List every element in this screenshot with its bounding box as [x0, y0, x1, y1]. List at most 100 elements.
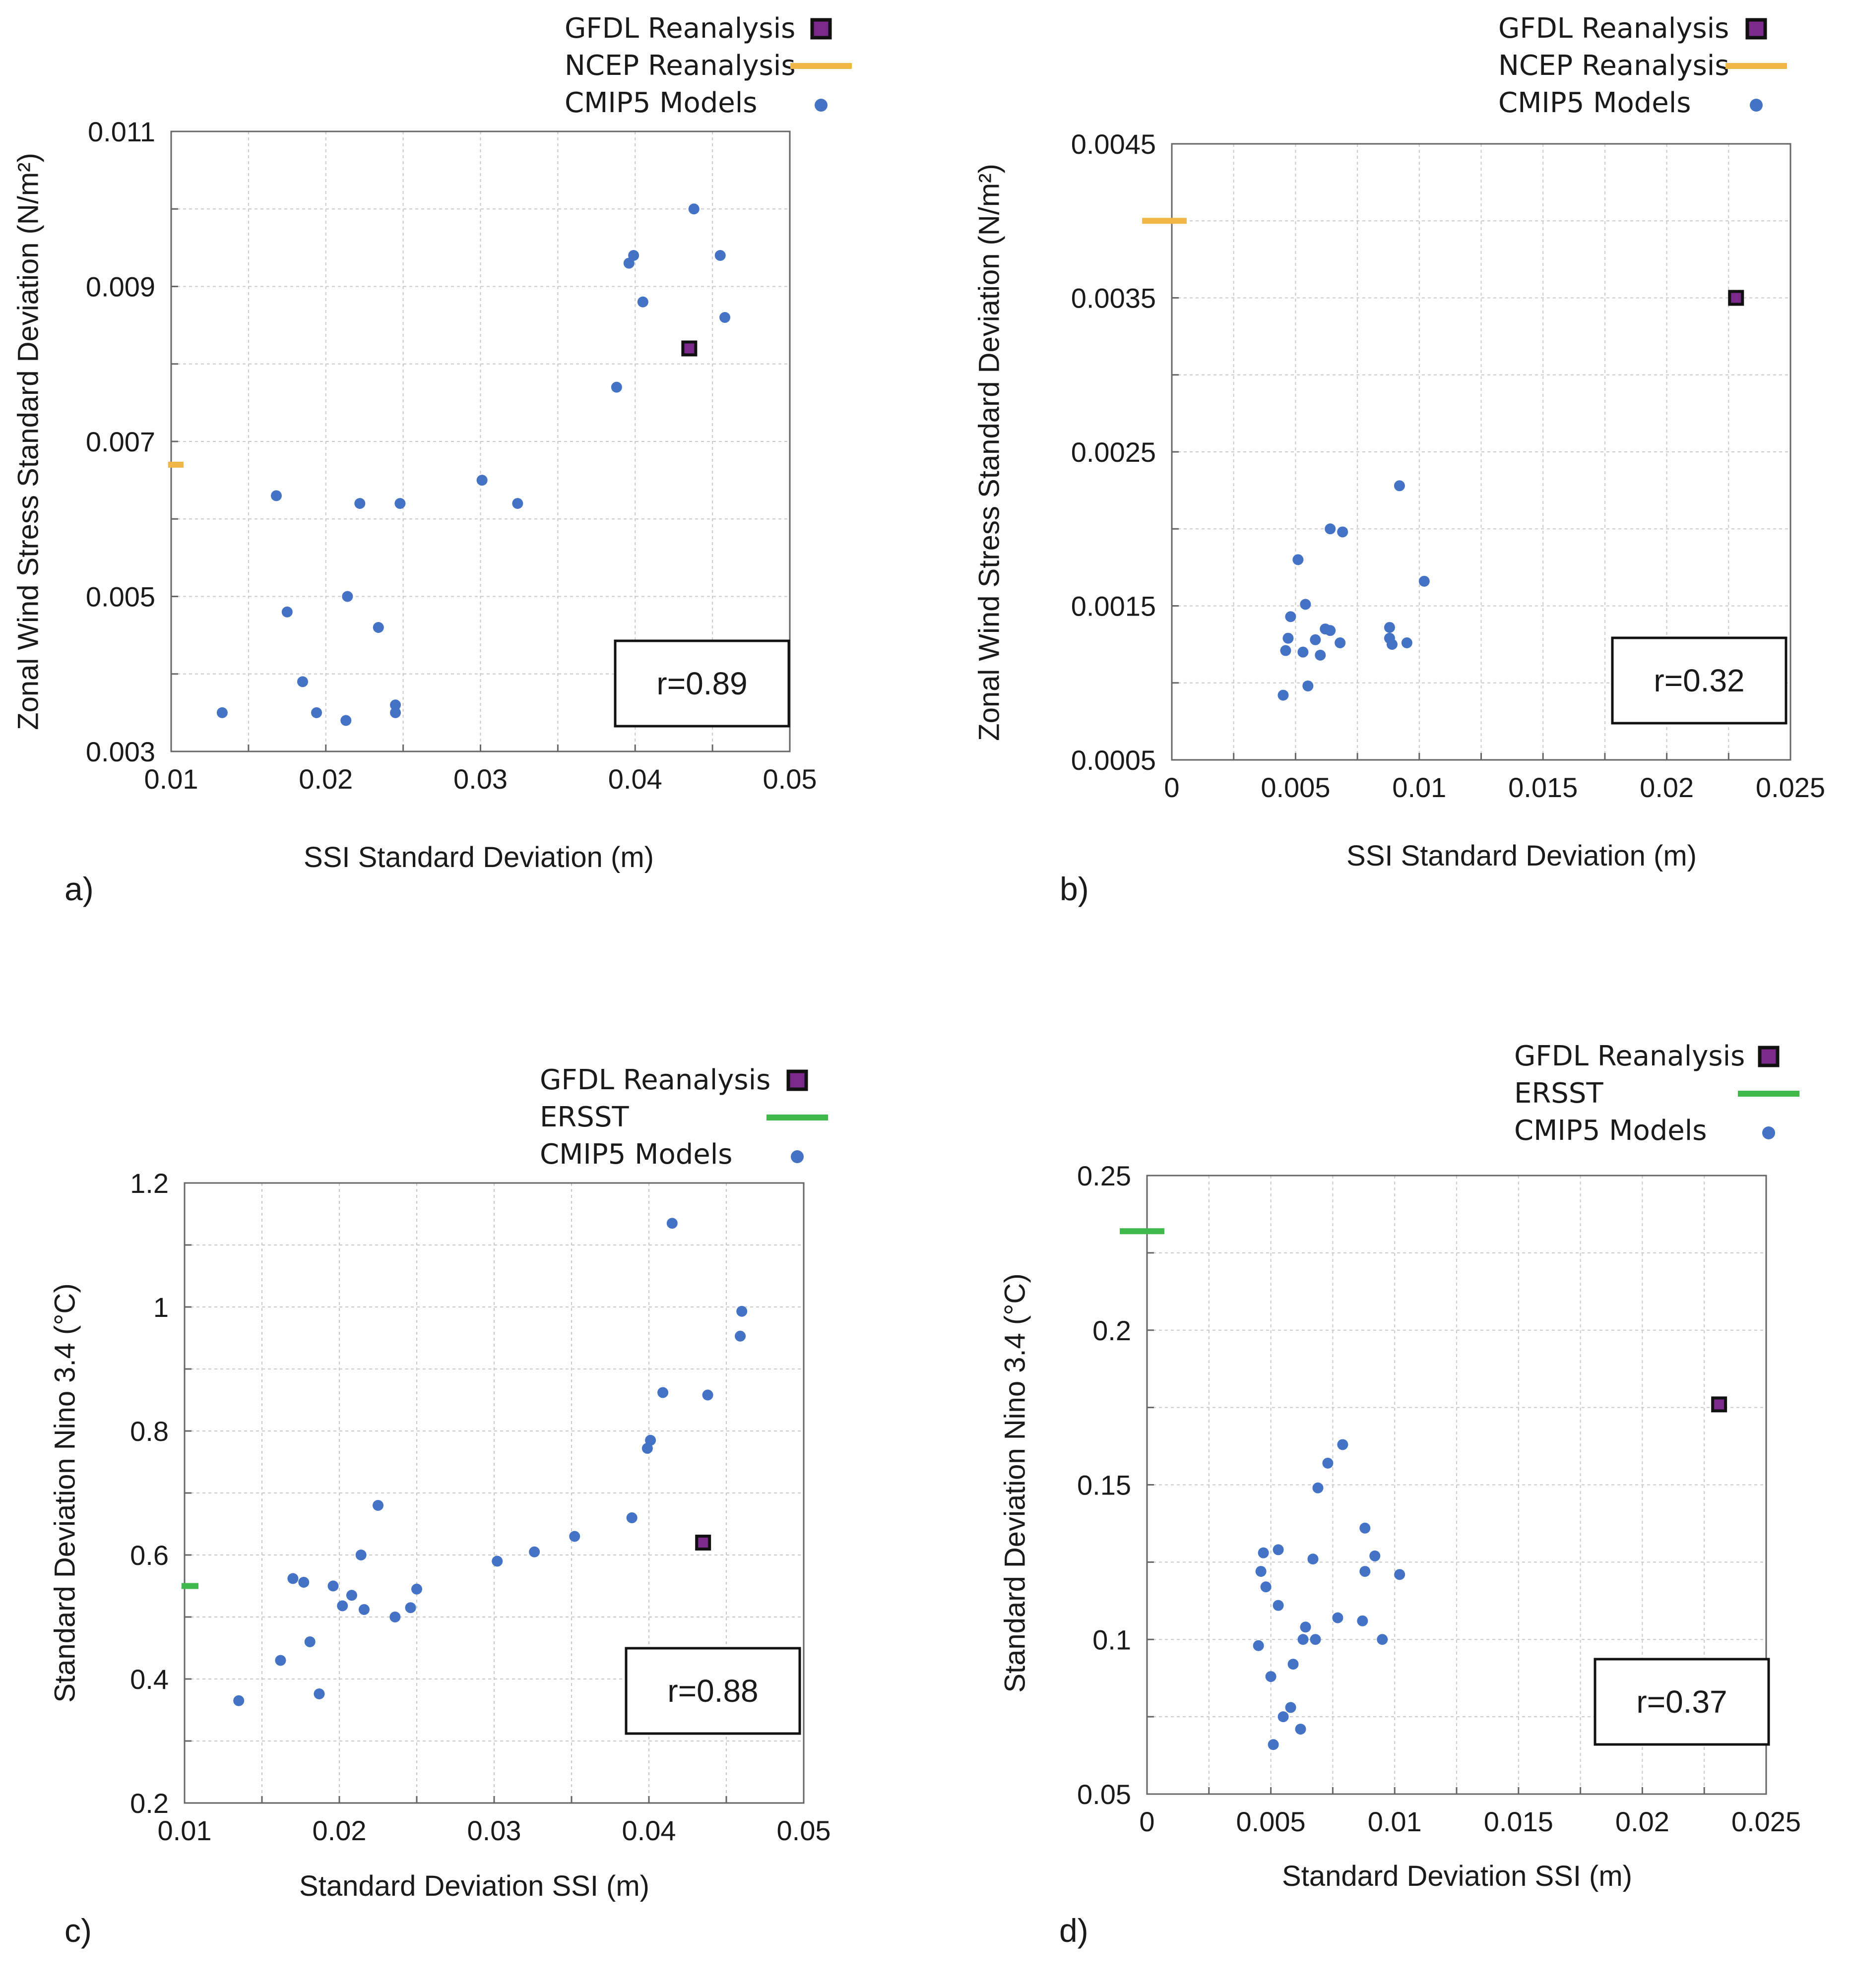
- x-tick-label: 0.025: [1731, 1806, 1801, 1837]
- model-point: [1273, 1600, 1284, 1611]
- x-tick-label: 0.03: [467, 1815, 521, 1846]
- model-point: [373, 622, 384, 633]
- model-point: [390, 699, 401, 711]
- model-point: [1282, 632, 1294, 644]
- model-point: [1277, 689, 1289, 701]
- model-point: [390, 707, 401, 718]
- y-tick-label: 0.0045: [1071, 128, 1156, 160]
- x-tick-label: 0: [1164, 772, 1179, 803]
- correlation-box: [625, 1647, 801, 1735]
- model-point: [275, 1655, 286, 1666]
- model-point: [666, 1218, 678, 1229]
- y-tick-label: 0.0035: [1071, 283, 1156, 314]
- model-point: [611, 381, 622, 393]
- panel-label: d): [1059, 1912, 1088, 1949]
- model-point: [1325, 625, 1336, 636]
- model-point: [1325, 523, 1336, 535]
- legend-label: NCEP Reanalysis: [565, 50, 796, 82]
- x-tick-label: 0.01: [1392, 772, 1446, 803]
- model-point: [1359, 1566, 1371, 1577]
- model-point: [714, 250, 726, 261]
- y-tick-label: 0.0005: [1071, 745, 1156, 776]
- x-tick-label: 0.005: [1236, 1806, 1306, 1837]
- model-point: [355, 1550, 367, 1560]
- x-tick-label: 0.01: [144, 763, 198, 795]
- correlation-box: [1611, 636, 1787, 725]
- panel-label: b): [1060, 870, 1089, 907]
- model-point: [1418, 575, 1430, 587]
- model-point: [340, 715, 352, 726]
- y-tick-label: 1.2: [130, 1168, 169, 1199]
- legend-square-icon: [810, 18, 832, 40]
- legend-dot-icon: [791, 1150, 804, 1163]
- model-point: [1401, 637, 1412, 649]
- y-tick-label: 0.15: [1077, 1470, 1131, 1501]
- chart-panel-d: 0 0.005 0.01 0.015 0.02 0.025 0.05 0.1 0.15 0.2 0.…: [999, 1040, 1801, 1949]
- model-point: [1280, 645, 1291, 656]
- y-tick-label: 1: [153, 1292, 169, 1323]
- x-tick-label: 0.015: [1508, 772, 1578, 803]
- model-point: [311, 707, 322, 718]
- legend-dot-icon: [815, 99, 828, 112]
- x-tick-label: 0: [1139, 1806, 1154, 1837]
- model-point: [314, 1688, 325, 1699]
- x-tick-label: 0.01: [158, 1815, 212, 1846]
- model-point: [1258, 1547, 1269, 1558]
- model-point: [1300, 599, 1311, 610]
- correlation-box: [614, 639, 790, 728]
- model-point: [1369, 1550, 1381, 1561]
- model-point: [1253, 1640, 1264, 1651]
- correlation-value: r=0.37: [1636, 1684, 1727, 1720]
- chart-panel-a: 0.01 0.02 0.03 0.04 0.05 0.003 0.005 0.007 0.009…: [12, 12, 852, 907]
- plot-frame: [1146, 1175, 1767, 1795]
- legend-label: NCEP Reanalysis: [1498, 50, 1729, 82]
- model-point: [346, 1590, 357, 1601]
- model-point: [297, 676, 308, 687]
- model-point: [354, 498, 366, 509]
- plot-frame: [170, 130, 791, 752]
- model-point: [216, 707, 228, 718]
- legend-label: ERSST: [540, 1101, 629, 1133]
- x-tick-label: 0.015: [1484, 1806, 1553, 1837]
- model-point: [389, 1612, 401, 1622]
- y-tick-label: 0.009: [86, 271, 155, 303]
- model-point: [287, 1573, 299, 1584]
- x-axis-label: SSI Standard Deviation (m): [304, 841, 654, 873]
- x-tick-label: 0.02: [313, 1815, 367, 1846]
- chart-panel-c: 0.01 0.02 0.03 0.04 0.05 0.2 0.4 0.6 0.8 1 1.2 Stan…: [49, 1064, 830, 1949]
- model-point: [1332, 1612, 1343, 1623]
- model-point: [1384, 621, 1395, 633]
- model-point: [1394, 1569, 1405, 1580]
- model-point: [233, 1695, 245, 1706]
- y-tick-label: 0.6: [130, 1540, 169, 1571]
- model-point: [1337, 1439, 1348, 1450]
- x-tick-label: 0.025: [1756, 772, 1825, 803]
- model-point: [1297, 646, 1309, 658]
- model-point: [1285, 1702, 1296, 1713]
- model-point: [492, 1555, 503, 1567]
- model-point: [1310, 634, 1321, 645]
- model-point: [1310, 1634, 1321, 1645]
- model-point: [735, 1330, 746, 1342]
- model-point: [1394, 480, 1405, 492]
- model-point: [657, 1387, 669, 1398]
- legend: GFDL Reanalysis ERSST CMIP5 Models: [540, 1064, 828, 1171]
- model-point: [281, 606, 293, 618]
- model-point: [1292, 554, 1304, 565]
- x-tick-label: 0.04: [608, 763, 662, 795]
- model-point: [1295, 1724, 1306, 1735]
- model-point: [719, 312, 731, 323]
- x-tick-label: 0.02: [1615, 1806, 1669, 1837]
- model-point: [373, 1500, 383, 1511]
- model-point: [298, 1577, 310, 1588]
- model-point: [1315, 649, 1326, 661]
- model-point: [1268, 1739, 1279, 1750]
- legend-dot-icon: [1750, 99, 1763, 112]
- model-point: [1285, 611, 1296, 622]
- x-tick-label: 0.03: [453, 763, 508, 795]
- legend: GFDL Reanalysis NCEP Reanalysis CMIP5 Mode…: [565, 12, 852, 119]
- model-point: [1335, 637, 1346, 649]
- gfdl-point: [695, 1535, 711, 1551]
- y-tick-label: 0.05: [1077, 1779, 1131, 1810]
